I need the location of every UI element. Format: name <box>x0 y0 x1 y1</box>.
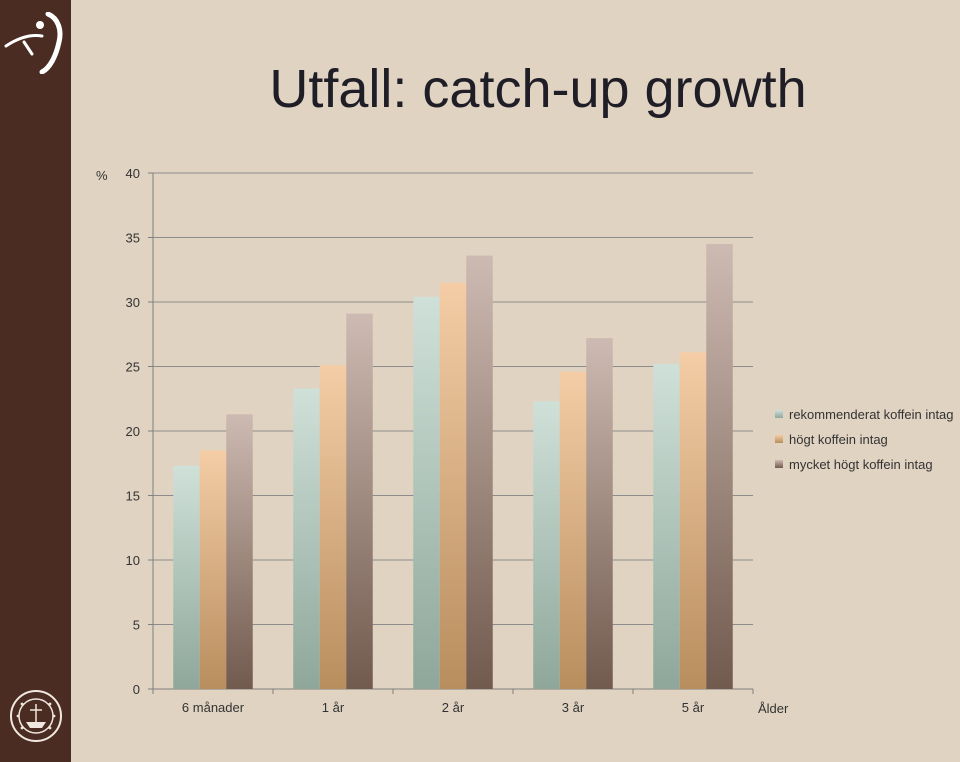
university-seal-icon <box>10 690 62 742</box>
x-axis-label: Ålder <box>758 701 789 716</box>
legend-swatch <box>775 435 783 443</box>
y-tick-label: 20 <box>126 424 140 439</box>
bar-3 <box>586 338 613 689</box>
y-tick-label: 25 <box>126 360 140 375</box>
bar-1 <box>653 363 680 689</box>
bar-1 <box>533 401 560 689</box>
legend-label: mycket högt koffein intag <box>789 457 933 472</box>
bar-3 <box>226 414 253 689</box>
bar-3 <box>466 255 493 689</box>
x-tick-label: 6 månader <box>182 700 245 715</box>
sidebar-strip <box>0 0 71 762</box>
y-tick-label: 30 <box>126 295 140 310</box>
x-tick-label: 5 år <box>682 700 705 715</box>
legend-label: högt koffein intag <box>789 432 888 447</box>
y-tick-label: 40 <box>126 166 140 181</box>
legend-swatch <box>775 460 783 468</box>
y-tick-label: 5 <box>133 618 140 633</box>
legend-swatch <box>775 410 783 418</box>
bar-1 <box>293 388 320 689</box>
legend-label: rekommenderat koffein intag <box>789 407 954 422</box>
y-tick-label: 10 <box>126 553 140 568</box>
y-tick-label: 35 <box>126 231 140 246</box>
bar-1 <box>413 296 440 689</box>
x-tick-label: 3 år <box>562 700 585 715</box>
bar-2 <box>319 365 347 689</box>
x-tick-label: 1 år <box>322 700 345 715</box>
bar-3 <box>346 313 373 689</box>
y-tick-label: 0 <box>133 682 140 697</box>
y-tick-label: 15 <box>126 489 140 504</box>
y-axis-label: % <box>96 168 108 183</box>
x-tick-label: 2 år <box>442 700 465 715</box>
slide-title: Utfall: catch-up growth <box>269 59 807 119</box>
university-logo-icon <box>4 12 63 74</box>
bar-2 <box>439 282 467 689</box>
bar-2 <box>199 450 227 689</box>
bar-2 <box>559 371 587 689</box>
bar-3 <box>706 243 733 689</box>
bar-1 <box>173 465 200 689</box>
bar-2 <box>679 352 707 689</box>
